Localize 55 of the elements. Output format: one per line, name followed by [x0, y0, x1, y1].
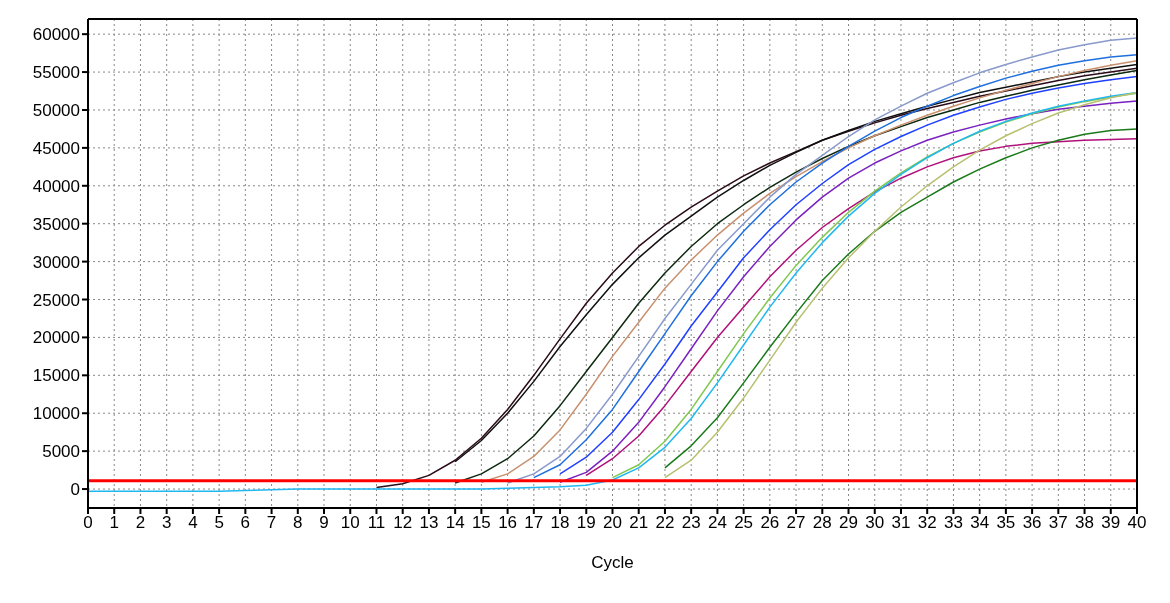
x-tick-label: 7: [266, 513, 277, 533]
x-tick-label: 16: [498, 513, 518, 533]
x-tick-label: 32: [917, 513, 937, 533]
x-tick-label: 31: [891, 513, 911, 533]
x-tick-label: 5: [214, 513, 224, 533]
x-tick-label: 25: [734, 513, 754, 533]
x-tick-label: 36: [1022, 513, 1042, 533]
y-tick-label: 50000: [32, 101, 80, 121]
x-tick-label: 3: [161, 513, 172, 533]
x-tick-label: 12: [393, 513, 413, 533]
y-tick-label: 35000: [32, 214, 80, 234]
x-tick-label: 19: [576, 513, 596, 533]
x-tick-label: 9: [319, 513, 329, 533]
y-tick-label: 30000: [32, 252, 80, 272]
x-tick-label: 13: [419, 513, 439, 533]
y-tick-label: 40000: [32, 176, 80, 196]
y-tick-label: 5000: [42, 442, 80, 462]
x-tick-label: 18: [550, 513, 570, 533]
y-tick-label: 15000: [32, 366, 80, 386]
x-tick-label: 1: [109, 513, 119, 533]
x-tick-label: 23: [681, 513, 701, 533]
y-tick-label: 0: [70, 480, 80, 500]
y-tick-label: 45000: [32, 138, 80, 158]
x-tick-label: 8: [293, 513, 303, 533]
y-tick-label: 10000: [32, 404, 80, 424]
x-tick-label: 26: [760, 513, 780, 533]
x-tick-label: 34: [970, 513, 990, 533]
x-tick-label: 28: [812, 513, 832, 533]
x-tick-label: 35: [996, 513, 1016, 533]
x-tick-label: 33: [943, 513, 963, 533]
x-tick-label: 38: [1075, 513, 1095, 533]
x-tick-label: 39: [1101, 513, 1121, 533]
x-axis-title: Cycle: [591, 553, 634, 572]
x-tick-label: 10: [340, 513, 360, 533]
x-tick-label: 4: [188, 513, 198, 533]
x-tick-label: 30: [865, 513, 885, 533]
x-tick-label: 11: [367, 513, 386, 533]
x-tick-label: 21: [629, 513, 649, 533]
x-tick-label: 24: [707, 513, 727, 533]
x-tick-label: 37: [1048, 513, 1068, 533]
x-tick-label: 29: [839, 513, 858, 533]
x-tick-label: 6: [240, 513, 251, 533]
x-tick-label: 15: [471, 513, 491, 533]
x-tick-label: 20: [603, 513, 622, 533]
y-tick-label: 55000: [32, 63, 80, 83]
x-tick-label: 17: [524, 513, 544, 533]
x-tick-label: 14: [445, 513, 465, 533]
x-tick-label: 27: [786, 513, 806, 533]
x-tick-label: 2: [135, 513, 146, 533]
x-tick-label: 40: [1127, 513, 1147, 533]
y-tick-label: 20000: [32, 328, 80, 348]
y-tick-label: 60000: [32, 25, 80, 45]
y-tick-label: 25000: [32, 290, 80, 310]
x-tick-label: 22: [655, 513, 675, 533]
x-tick-label: 0: [83, 513, 93, 533]
